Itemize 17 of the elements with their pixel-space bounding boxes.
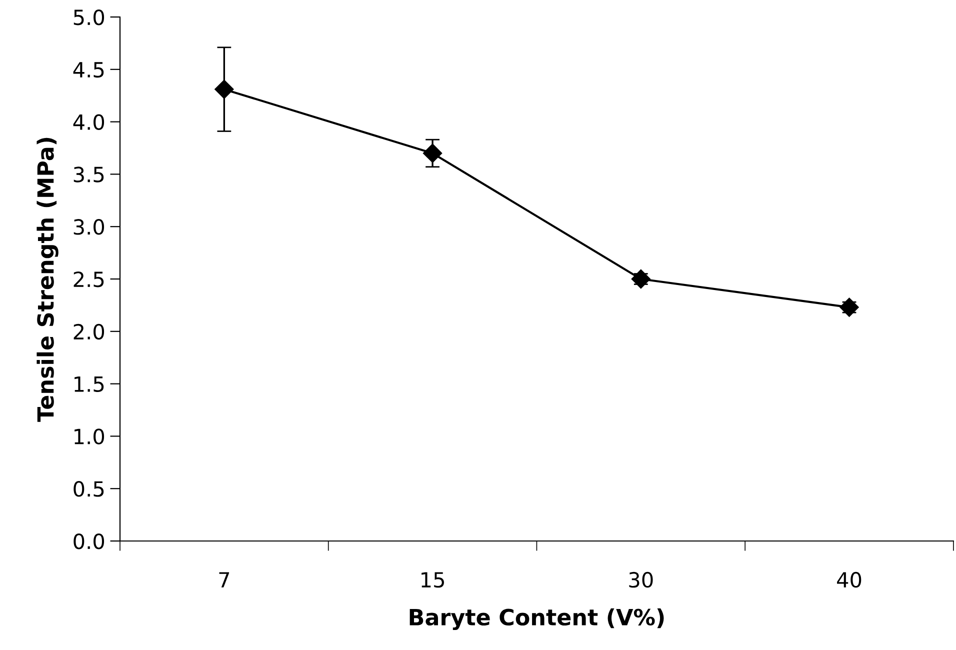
- x-tick-label: 15: [422, 572, 444, 588]
- y-tick-label: 3.0: [74, 219, 104, 235]
- y-tick-label: 0.5: [74, 481, 104, 497]
- y-tick-label: 4.0: [73, 114, 104, 130]
- x-tick-label: 7: [219, 572, 230, 588]
- y-tick-label: 5.0: [74, 9, 104, 26]
- y-tick-label: 0.0: [74, 533, 104, 550]
- y-tick-label: 2.0: [74, 324, 104, 340]
- x-axis-title: Baryte Content (V%): [410, 608, 664, 630]
- y-tick-label: 2.5: [74, 271, 104, 288]
- x-tick-label: 40: [837, 572, 862, 588]
- y-tick-label: 1.0: [74, 428, 104, 444]
- y-tick-label: 3.5: [74, 166, 104, 182]
- y-tick-label: 4.5: [73, 62, 104, 78]
- y-tick-label: 1.5: [74, 376, 104, 392]
- y-axis-title: Tensile Strength (MPa): [36, 138, 58, 422]
- x-tick-label: 30: [629, 572, 653, 588]
